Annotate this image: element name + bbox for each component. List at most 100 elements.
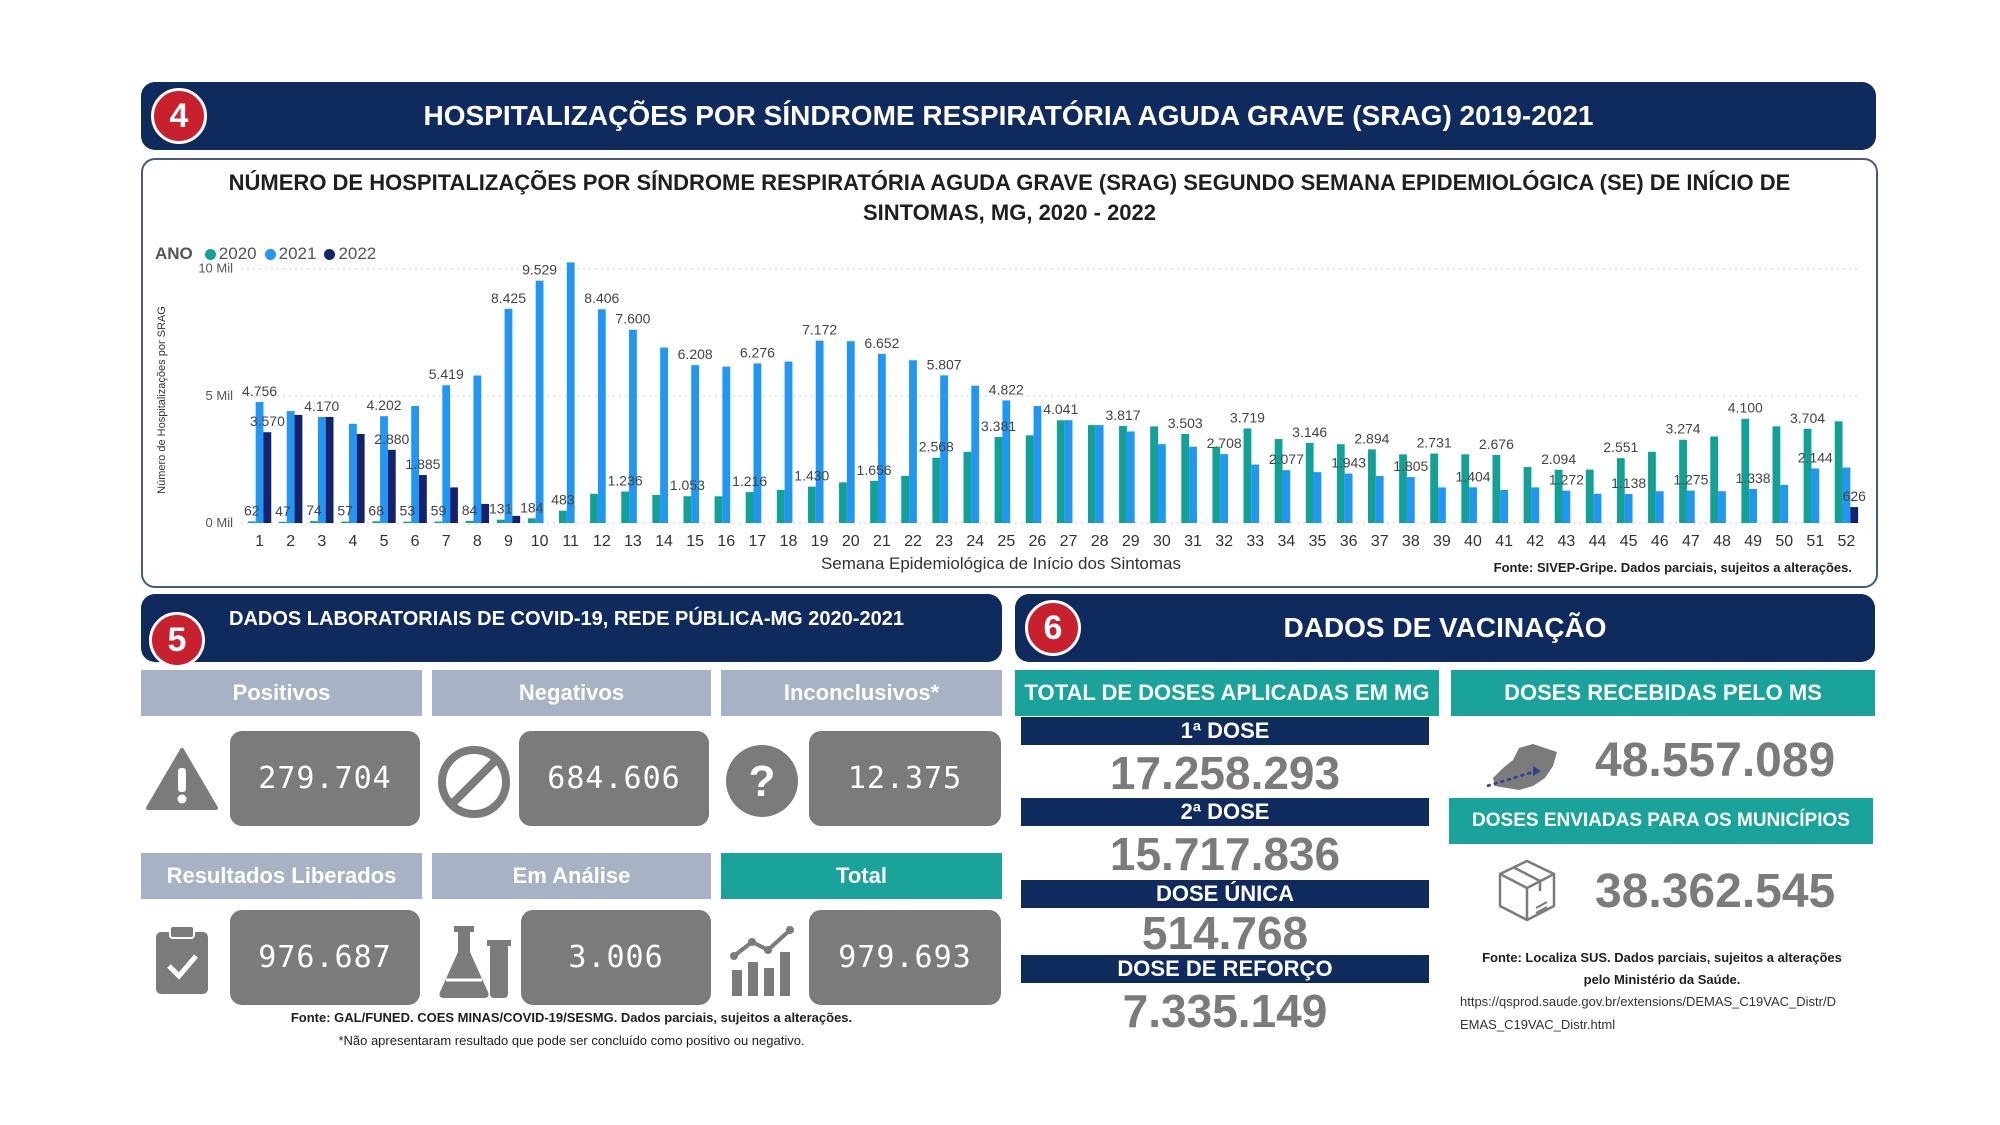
- y-tick-label: 5 Mil: [206, 388, 234, 403]
- bar-2020: [403, 521, 412, 523]
- bar-2020: [1616, 458, 1625, 523]
- bar-2021: [1282, 470, 1291, 523]
- bar-2021: [473, 375, 482, 523]
- legend-item-2022[interactable]: 2022: [324, 244, 376, 264]
- vacc-source-line-1: Fonte: Localiza SUS. Dados parciais, suj…: [1482, 950, 1842, 965]
- x-tick-label: 26: [1029, 533, 1047, 550]
- data-label: 2.077: [1269, 451, 1304, 467]
- bar-2020: [714, 496, 723, 523]
- data-label: 3.503: [1168, 415, 1203, 431]
- bar-2022: [481, 503, 490, 523]
- warning-icon: [146, 748, 218, 810]
- section-number-badge: 6: [1025, 600, 1081, 656]
- legend-item-2020[interactable]: 2020: [204, 244, 257, 264]
- x-tick-label: 33: [1246, 533, 1264, 550]
- doses-enviadas-value: 38.362.545: [1595, 865, 1836, 918]
- x-tick-label: 4: [348, 533, 357, 550]
- bar-2021: [629, 329, 637, 523]
- data-label: 1.430: [794, 468, 829, 484]
- bar-2020: [839, 482, 847, 523]
- bar-2021: [691, 365, 700, 523]
- x-tick-label: 9: [504, 533, 513, 550]
- data-label: 3.719: [1230, 409, 1265, 425]
- x-tick-label: 28: [1091, 533, 1109, 550]
- bar-2020: [901, 475, 910, 523]
- data-label: 6.208: [678, 346, 713, 362]
- y-axis-label: Número de Hospitalizações por SRAG: [156, 306, 168, 494]
- data-label: 2.144: [1798, 449, 1833, 465]
- x-tick-label: 21: [873, 533, 891, 550]
- x-tick-label: 37: [1371, 533, 1389, 550]
- question-icon: ?: [726, 745, 798, 817]
- x-tick-label: 52: [1838, 533, 1856, 550]
- bar-2020: [372, 521, 381, 523]
- bar-2021: [784, 361, 793, 523]
- data-label: 3.817: [1105, 407, 1140, 423]
- bar-2020: [559, 510, 567, 523]
- bar-2021: [722, 366, 731, 523]
- legend-item-2021[interactable]: 2021: [264, 244, 316, 264]
- x-tick-label: 10: [531, 533, 549, 550]
- data-label: 8.406: [584, 290, 619, 306]
- data-label: 4.100: [1728, 400, 1763, 416]
- data-label: 8.425: [491, 290, 526, 306]
- data-label: 1.885: [405, 456, 440, 472]
- legend-swatch: [264, 248, 276, 260]
- data-label: 1.656: [857, 462, 892, 478]
- x-tick-label: 35: [1309, 533, 1327, 550]
- vacc-url-line-2[interactable]: EMAS_C19VAC_Distr.html: [1460, 1017, 1616, 1032]
- card-header-negativos: Negativos: [432, 670, 711, 716]
- bar-2021: [909, 360, 917, 523]
- section-4-banner: 4 HOSPITALIZAÇÕES POR SÍNDROME RESPIRATÓ…: [141, 82, 1876, 150]
- bar-2021: [1406, 477, 1415, 523]
- data-label: 1.138: [1611, 475, 1646, 491]
- value-negativos: 684.606: [519, 731, 709, 826]
- bar-2021: [940, 375, 948, 523]
- x-tick-label: 14: [655, 533, 673, 550]
- box-icon: [1498, 859, 1556, 922]
- legend-swatch: [204, 248, 216, 260]
- data-label: 3.146: [1292, 424, 1327, 440]
- bar-2020: [1523, 467, 1532, 523]
- bar-2020: [1336, 444, 1345, 523]
- x-tick-label: 31: [1184, 533, 1202, 550]
- bar-2021: [1531, 487, 1540, 523]
- card-header-resultados-liberados: Resultados Liberados: [141, 853, 422, 899]
- bar-2020: [1461, 454, 1470, 523]
- data-label: 7.172: [802, 322, 837, 338]
- section-number-badge: 4: [151, 88, 207, 144]
- bar-2020: [496, 519, 505, 523]
- bar-2022: [512, 515, 521, 523]
- bar-2021: [1624, 494, 1633, 523]
- data-label: 483: [551, 492, 575, 508]
- bar-2020: [590, 493, 598, 523]
- x-tick-label: 38: [1402, 533, 1420, 550]
- bar-2021: [815, 340, 824, 523]
- card-header-total: Total: [721, 853, 1002, 899]
- bar-2021: [504, 308, 513, 523]
- bar-2020: [1834, 421, 1843, 523]
- bar-2020: [683, 496, 692, 523]
- data-label: 4.170: [304, 398, 339, 414]
- x-tick-label: 44: [1589, 533, 1607, 550]
- x-tick-label: 13: [624, 533, 642, 550]
- data-label: 1.216: [732, 473, 767, 489]
- x-tick-label: 47: [1682, 533, 1700, 550]
- bar-2021: [597, 309, 606, 523]
- data-label: 3.704: [1790, 410, 1825, 426]
- doses-recebidas-header: DOSES RECEBIDAS PELO MS: [1451, 670, 1875, 716]
- x-tick-label: 12: [593, 533, 611, 550]
- data-label: 4.822: [989, 381, 1024, 397]
- bar-2021: [1811, 468, 1820, 523]
- bar-2020: [932, 457, 941, 523]
- growth-chart-icon: [730, 926, 794, 996]
- vacc-url-line-1[interactable]: https://qsprod.saude.gov.br/extensions/D…: [1460, 994, 1836, 1009]
- x-tick-label: 34: [1277, 533, 1295, 550]
- data-label: 6.652: [864, 335, 899, 351]
- bar-2021: [1780, 484, 1789, 523]
- x-tick-label: 5: [380, 533, 389, 550]
- value-em-analise: 3.006: [521, 910, 711, 1005]
- dose-label-1: 1ª DOSE: [1021, 717, 1429, 745]
- x-tick-label: 40: [1464, 533, 1482, 550]
- x-tick-label: 45: [1620, 533, 1638, 550]
